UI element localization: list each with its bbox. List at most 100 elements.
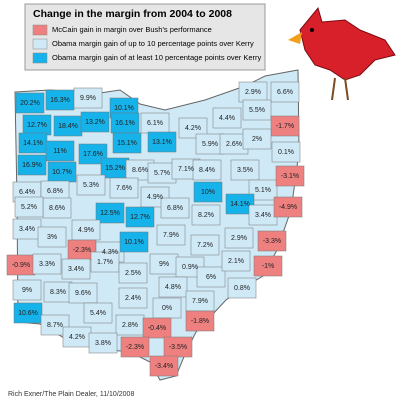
county (37, 226, 67, 248)
county-label: 10.6% (18, 310, 38, 317)
county-label: 12.7% (27, 122, 47, 129)
county-label: 5.1% (255, 187, 271, 194)
county-label: 16.3% (50, 97, 70, 104)
county (15, 92, 45, 114)
county (80, 111, 110, 133)
county-label: 5.7% (154, 170, 170, 177)
county (221, 250, 251, 272)
county (40, 314, 70, 336)
county (119, 231, 149, 253)
county-label: -0.9% (12, 262, 30, 269)
county-label: 10.1% (124, 239, 144, 246)
county-label: 16.1% (115, 120, 135, 127)
county-label: 0.8% (234, 285, 250, 292)
county-label: -3.4% (155, 363, 173, 370)
county-label: 3.4% (255, 212, 271, 219)
county-label: 5.3% (83, 182, 99, 189)
county-label: 14.1% (23, 140, 43, 147)
county-label: 7.9% (192, 298, 208, 305)
legend-swatch (32, 52, 48, 64)
county (142, 317, 172, 339)
county (61, 258, 91, 280)
county (147, 131, 177, 153)
county-label: 2.8% (122, 322, 138, 329)
county-label: -2.3% (126, 344, 144, 351)
county (242, 99, 272, 121)
county-label: 11% (53, 148, 67, 155)
county-label: 0% (162, 305, 172, 312)
legend-box (24, 3, 266, 71)
county-label: 0.1% (278, 149, 294, 156)
county-label: 2.6% (226, 141, 242, 148)
county (271, 141, 301, 163)
county-label: -3.3% (263, 238, 281, 245)
county-label: 3.4% (68, 266, 84, 273)
county-label: 15.2% (105, 165, 125, 172)
county-label: 8.3% (50, 289, 66, 296)
county (45, 140, 75, 162)
county (78, 143, 108, 165)
county (242, 128, 272, 150)
county-label: 8.4% (199, 167, 215, 174)
county (12, 279, 42, 301)
county (14, 196, 44, 218)
county-label: 3.3% (39, 261, 55, 268)
county (112, 132, 142, 154)
cardinal-illustration (288, 6, 396, 101)
county (160, 197, 190, 219)
county-label: 7.6% (116, 185, 132, 192)
county-label: 6% (206, 274, 216, 281)
county-label: 2.9% (231, 235, 247, 242)
legend-swatch (32, 24, 48, 36)
county-label: 2.1% (228, 258, 244, 265)
county (158, 276, 188, 298)
county (32, 253, 62, 275)
county-label: 6.1% (147, 120, 163, 127)
county (125, 206, 155, 228)
legend-label: Obama margin gain of at least 10 percent… (52, 53, 262, 62)
county-label: -1.7% (276, 123, 294, 130)
county-label: 16.9% (22, 162, 42, 169)
county-label: 4.3% (102, 249, 118, 256)
county-label: 6.8% (167, 205, 183, 212)
county-label: 15.1% (117, 140, 137, 147)
county (109, 177, 139, 199)
county (225, 193, 255, 215)
county-label: 1.7% (97, 259, 113, 266)
county-label: 17.6% (83, 151, 103, 158)
county-label: 9.6% (75, 290, 91, 297)
county-label: 2% (252, 136, 262, 143)
county-label: 9% (22, 287, 32, 294)
county-label: 4.2% (185, 125, 201, 132)
county-label: 10% (201, 189, 215, 196)
county (190, 234, 220, 256)
county-label: 18.4% (58, 123, 78, 130)
county-label: 5.5% (249, 107, 265, 114)
county (248, 179, 278, 201)
county-label: -2.3% (73, 247, 91, 254)
county (257, 230, 287, 252)
county (118, 287, 148, 309)
legend-label: McCain gain in margin over Bush's perfor… (52, 25, 212, 34)
county (156, 224, 186, 246)
county-label: 4.8% (165, 284, 181, 291)
title: Change in the margin from 2004 to 2008 (33, 8, 232, 20)
county-label: 3.4% (19, 226, 35, 233)
county-label: 7.2% (197, 242, 213, 249)
county-label: -1% (262, 263, 274, 270)
county (270, 115, 300, 137)
county (270, 81, 300, 103)
county (88, 332, 118, 354)
county-label: 8.7% (47, 322, 63, 329)
county-label: 12.5% (100, 210, 120, 217)
county-label: 10.7% (52, 169, 72, 176)
county (191, 204, 221, 226)
county (224, 227, 254, 249)
county (13, 302, 43, 324)
county-label: 10.1% (114, 105, 134, 112)
county (76, 174, 106, 196)
county (253, 255, 283, 277)
county-label: 6.4% (19, 189, 35, 196)
county-label: 3.8% (95, 340, 111, 347)
